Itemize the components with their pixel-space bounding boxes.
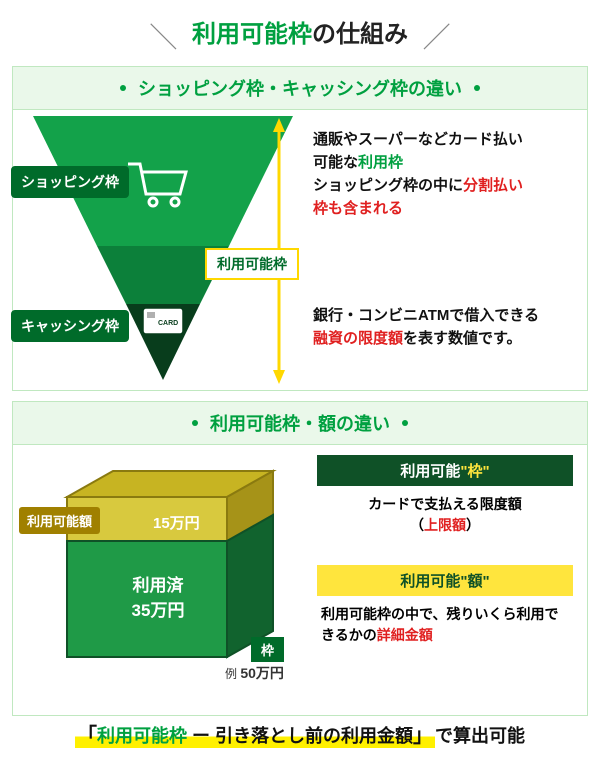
slash-left: ＼ — [149, 16, 177, 56]
desc-line: 可能な利用枠 — [313, 151, 573, 174]
bottom-formula: 「利用可能枠 ー 引き落とし前の利用金額」 で算出可能 — [0, 719, 600, 748]
cashing-desc: 銀行・コンビニATMで借入できる 融資の限度額を表す数値です。 — [313, 304, 573, 351]
desc-line: 枠も含まれる — [313, 197, 573, 220]
desc-gaku: 利用可能枠の中で、残りいくら利用できるかの詳細金額 — [317, 596, 573, 658]
used-val: 35万円 — [113, 596, 203, 621]
dot-icon — [192, 420, 198, 426]
available-amt-label: 利用可能額 — [19, 507, 100, 534]
desc-line: ショッピング枠の中に分割払い — [313, 174, 573, 197]
band-waku: 利用可能"枠" — [317, 455, 573, 486]
desc-line: 銀行・コンビニATMで借入できる — [313, 304, 573, 327]
shopping-desc: 通販やスーパーなどカード払い 可能な利用枠 ショッピング枠の中に分割払い 枠も含… — [313, 128, 573, 221]
dot-icon — [474, 85, 480, 91]
section1-body: CARD ショッピング枠 キャッシング枠 利用可能枠 通販やスーパーなどカード払… — [13, 110, 587, 390]
right-waku-box: 利用可能"枠" カードで支払える限度額 （上限額） — [317, 455, 573, 548]
slash-right: ／ — [423, 16, 451, 56]
section-shopping-cashing: ショッピング枠・キャッシング枠の違い CARD ショッピング枠 キ — [12, 66, 588, 391]
cashing-label: キャッシング枠 — [11, 310, 129, 342]
available-val: 15万円 — [153, 512, 200, 533]
band-gaku: 利用可能"額" — [317, 565, 573, 596]
title-black: の仕組み — [312, 21, 408, 48]
desc-line: 融資の限度額を表す数値です。 — [313, 327, 573, 350]
section1-header: ショッピング枠・キャッシング枠の違い — [13, 67, 587, 110]
section2-header: 利用可能枠・額の違い — [13, 402, 587, 445]
section1-title: ショッピング枠・キャッシング枠の違い — [138, 79, 462, 99]
section2-title: 利用可能枠・額の違い — [210, 414, 390, 434]
available-label: 利用可能枠 — [205, 248, 299, 280]
dot-icon — [402, 420, 408, 426]
used-block: 利用済 35万円 — [113, 571, 203, 621]
dot-icon — [120, 85, 126, 91]
desc-line: 通販やスーパーなどカード払い — [313, 128, 573, 151]
section-waku-gaku: 利用可能枠・額の違い 利用可能額 15万円 利用済 35万円 枠 例 50万円 — [12, 401, 588, 716]
desc-waku: カードで支払える限度額 （上限額） — [317, 486, 573, 548]
right-gaku-box: 利用可能"額" 利用可能枠の中で、残りいくら利用できるかの詳細金額 — [317, 565, 573, 658]
example-caption: 例 50万円 — [225, 663, 284, 683]
waku-tab: 枠 — [251, 637, 284, 662]
section2-body: 利用可能額 15万円 利用済 35万円 枠 例 50万円 利用可能"枠" カード… — [13, 445, 587, 715]
title-green: 利用可能枠 — [192, 21, 312, 48]
used-label: 利用済 — [113, 571, 203, 596]
svg-text:CARD: CARD — [158, 320, 178, 327]
page-title: ＼ 利用可能枠の仕組み ／ — [0, 0, 600, 66]
shopping-label: ショッピング枠 — [11, 166, 129, 198]
